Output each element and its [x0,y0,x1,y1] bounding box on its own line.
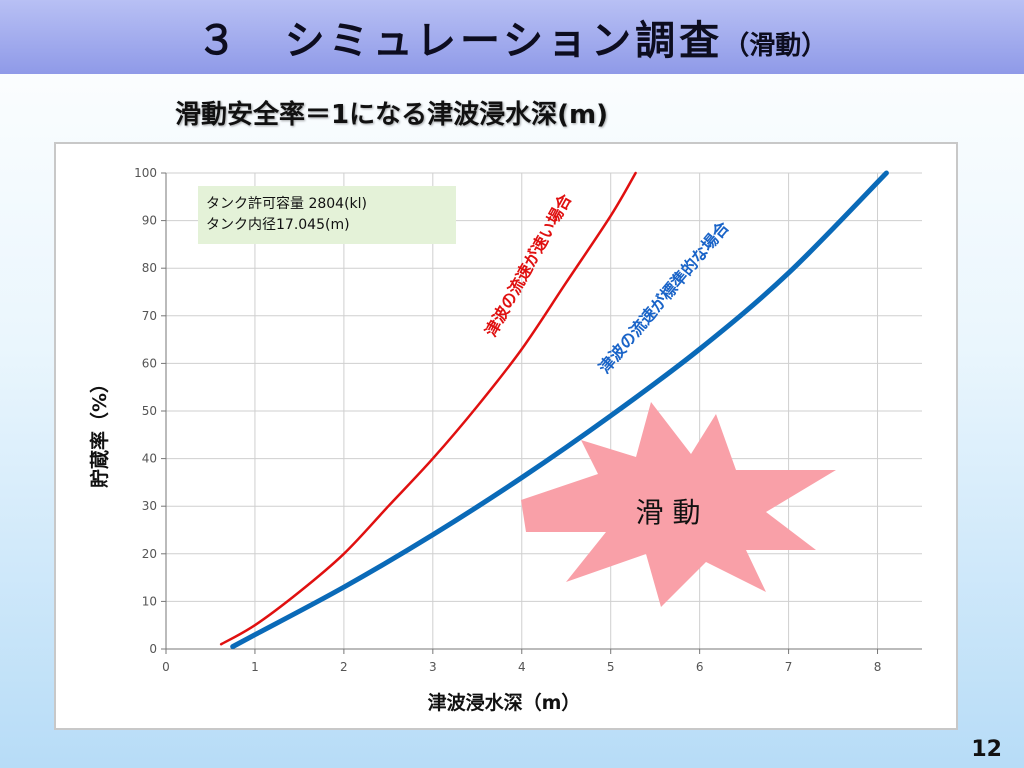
x-tick-label: 5 [607,660,615,674]
info-box [198,186,456,244]
x-tick-label: 6 [696,660,704,674]
x-tick-label: 2 [340,660,348,674]
y-tick-label: 70 [142,309,157,323]
y-tick-label: 20 [142,547,157,561]
y-tick-label: 40 [142,452,157,466]
burst-shape [521,402,836,607]
chart-panel: 0 1 2 3 4 5 6 7 8 0 10 20 30 40 50 60 70 80 90 100 津波浸水深（m）貯… [54,142,958,730]
burst-label: 滑 動 [636,496,701,529]
x-tick-label: 4 [518,660,526,674]
x-tick-label: 7 [785,660,793,674]
series-label-fast: 津波の流速が速い場合 [481,190,576,340]
line-chart: 0 1 2 3 4 5 6 7 80102030405060708090100津波浸水深（m）貯… [88,166,922,714]
x-tick-label: 8 [874,660,882,674]
slide-title: ３ シミュレーション調査（滑動） [0,8,1024,66]
title-bar [0,0,1024,74]
slide-title-suffix: （滑動） [723,31,828,61]
series-label-standard: 津波の流速が標準的な場合 [595,217,734,377]
info-box-line: タンク内径17.045(m) [206,217,350,233]
slide-subtitle: 滑動安全率＝1になる津波浸水深(m) [175,100,608,130]
x-tick-label: 0 [162,660,170,674]
y-tick-label: 100 [134,166,157,180]
y-tick-label: 30 [142,499,157,513]
x-tick-label: 1 [251,660,259,674]
y-tick-label: 60 [142,356,157,370]
x-axis-label: 津波浸水深（m） [428,691,581,714]
page-number: 12 [971,737,1002,762]
y-axis-label: 貯蔵率（%） [88,374,111,488]
y-tick-label: 80 [142,261,157,275]
series-line-1 [219,171,637,646]
x-tick-label: 3 [429,660,437,674]
info-box-line: タンク許可容量 2804(kl) [206,195,367,212]
y-tick-label: 10 [142,594,157,608]
slide-title-main: ３ シミュレーション調査 [196,18,724,64]
y-tick-label: 0 [149,642,157,656]
y-tick-label: 90 [142,214,157,228]
y-tick-label: 50 [142,404,157,418]
series-line-2 [230,170,889,650]
